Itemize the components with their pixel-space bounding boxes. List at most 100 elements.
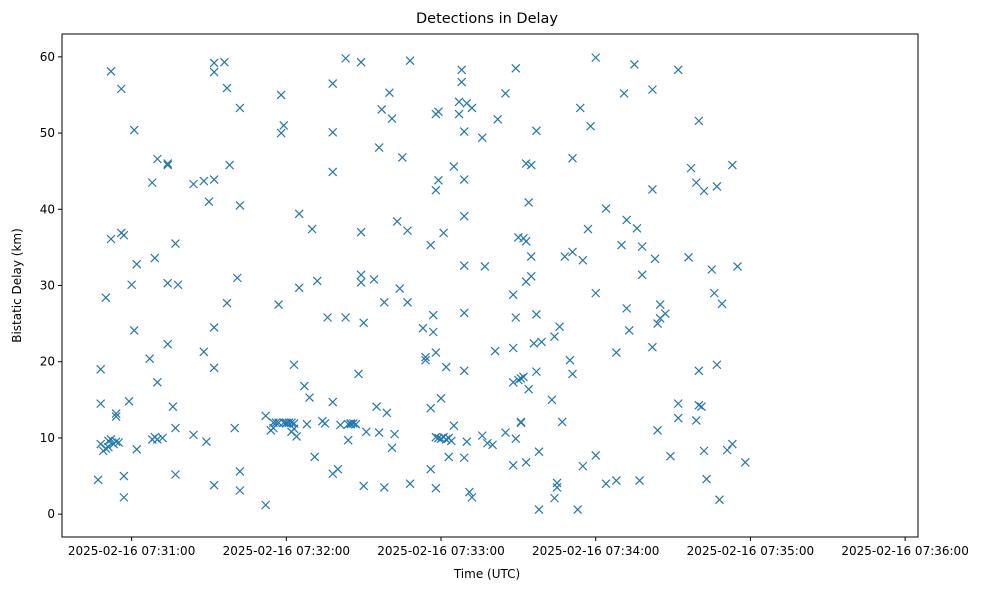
data-point <box>534 505 544 514</box>
data-point <box>150 253 160 263</box>
data-point <box>328 127 338 137</box>
data-points <box>93 53 750 514</box>
data-point <box>449 162 459 172</box>
data-point <box>477 133 487 143</box>
data-point <box>101 444 111 454</box>
data-point <box>387 114 397 124</box>
data-point <box>204 197 214 207</box>
data-point <box>289 360 299 370</box>
data-point <box>152 435 162 444</box>
data-point <box>524 384 534 394</box>
data-point <box>578 461 588 471</box>
data-point <box>508 343 518 353</box>
data-point <box>591 288 601 298</box>
x-axis-label: Time (UTC) <box>453 567 520 581</box>
data-point <box>519 372 528 382</box>
data-point <box>96 399 106 409</box>
data-point <box>444 452 454 462</box>
y-axis-label: Bistatic Delay (km) <box>10 228 24 343</box>
data-point <box>261 411 271 421</box>
data-point <box>328 397 338 407</box>
data-point <box>508 290 518 300</box>
x-tick-label: 2025-02-16 07:33:00 <box>377 544 504 558</box>
data-point <box>279 121 289 130</box>
data-point <box>403 297 412 307</box>
data-point <box>289 424 299 434</box>
data-point <box>374 428 384 438</box>
data-point <box>431 185 441 195</box>
data-point <box>305 393 314 402</box>
data-point <box>441 435 451 444</box>
data-point <box>666 451 675 461</box>
data-point <box>343 435 353 445</box>
data-point <box>511 63 521 73</box>
data-point <box>573 505 583 514</box>
data-point <box>511 313 521 322</box>
data-point <box>493 114 503 124</box>
data-point <box>557 417 567 427</box>
data-point <box>650 254 660 264</box>
data-point <box>467 103 477 113</box>
data-point <box>421 355 430 365</box>
data-point <box>673 413 683 423</box>
data-point <box>648 85 657 95</box>
data-point <box>501 89 510 98</box>
data-point <box>653 319 663 329</box>
data-point <box>359 481 369 491</box>
data-point <box>575 103 585 113</box>
data-point <box>222 83 232 93</box>
data-point <box>565 355 575 365</box>
data-point <box>292 431 302 441</box>
data-point <box>727 160 737 170</box>
x-tick-label: 2025-02-16 07:34:00 <box>532 544 659 558</box>
y-tick-label: 50 <box>40 126 55 140</box>
data-point <box>403 226 412 236</box>
data-point <box>323 313 332 322</box>
data-point <box>209 67 219 77</box>
data-point <box>405 56 415 66</box>
data-point <box>490 346 500 356</box>
data-point <box>312 276 322 286</box>
data-point <box>209 363 219 373</box>
data-point <box>428 327 438 337</box>
data-point <box>611 348 621 357</box>
data-point <box>220 57 229 67</box>
data-point <box>114 438 124 447</box>
data-point <box>369 274 379 284</box>
x-tick-label: 2025-02-16 07:32:00 <box>223 544 350 558</box>
data-point <box>717 299 727 309</box>
data-point <box>129 125 139 135</box>
data-point <box>552 478 562 488</box>
data-point <box>673 399 683 409</box>
plot-area <box>61 33 919 538</box>
data-point <box>96 364 106 374</box>
data-point <box>686 163 696 173</box>
data-point <box>524 198 534 207</box>
data-point <box>124 396 134 406</box>
data-point <box>302 419 312 429</box>
data-point <box>464 487 474 497</box>
data-point <box>459 175 469 184</box>
data-point <box>382 408 392 418</box>
data-point <box>377 105 387 114</box>
data-point <box>513 375 523 385</box>
data-point <box>578 255 588 265</box>
data-point <box>341 313 351 322</box>
data-point <box>356 227 366 237</box>
data-point <box>119 230 129 240</box>
data-point <box>488 440 498 450</box>
data-point <box>722 445 732 455</box>
data-point <box>555 322 565 332</box>
data-point <box>261 500 271 510</box>
data-point <box>209 175 219 184</box>
data-point <box>163 278 173 288</box>
data-point <box>459 127 469 136</box>
data-point <box>310 452 320 462</box>
data-point <box>591 53 601 63</box>
data-point <box>715 495 724 505</box>
y-tick-label: 30 <box>40 279 55 293</box>
data-point <box>516 417 526 427</box>
data-point <box>163 159 173 168</box>
data-point <box>328 79 338 88</box>
data-point <box>547 395 557 405</box>
